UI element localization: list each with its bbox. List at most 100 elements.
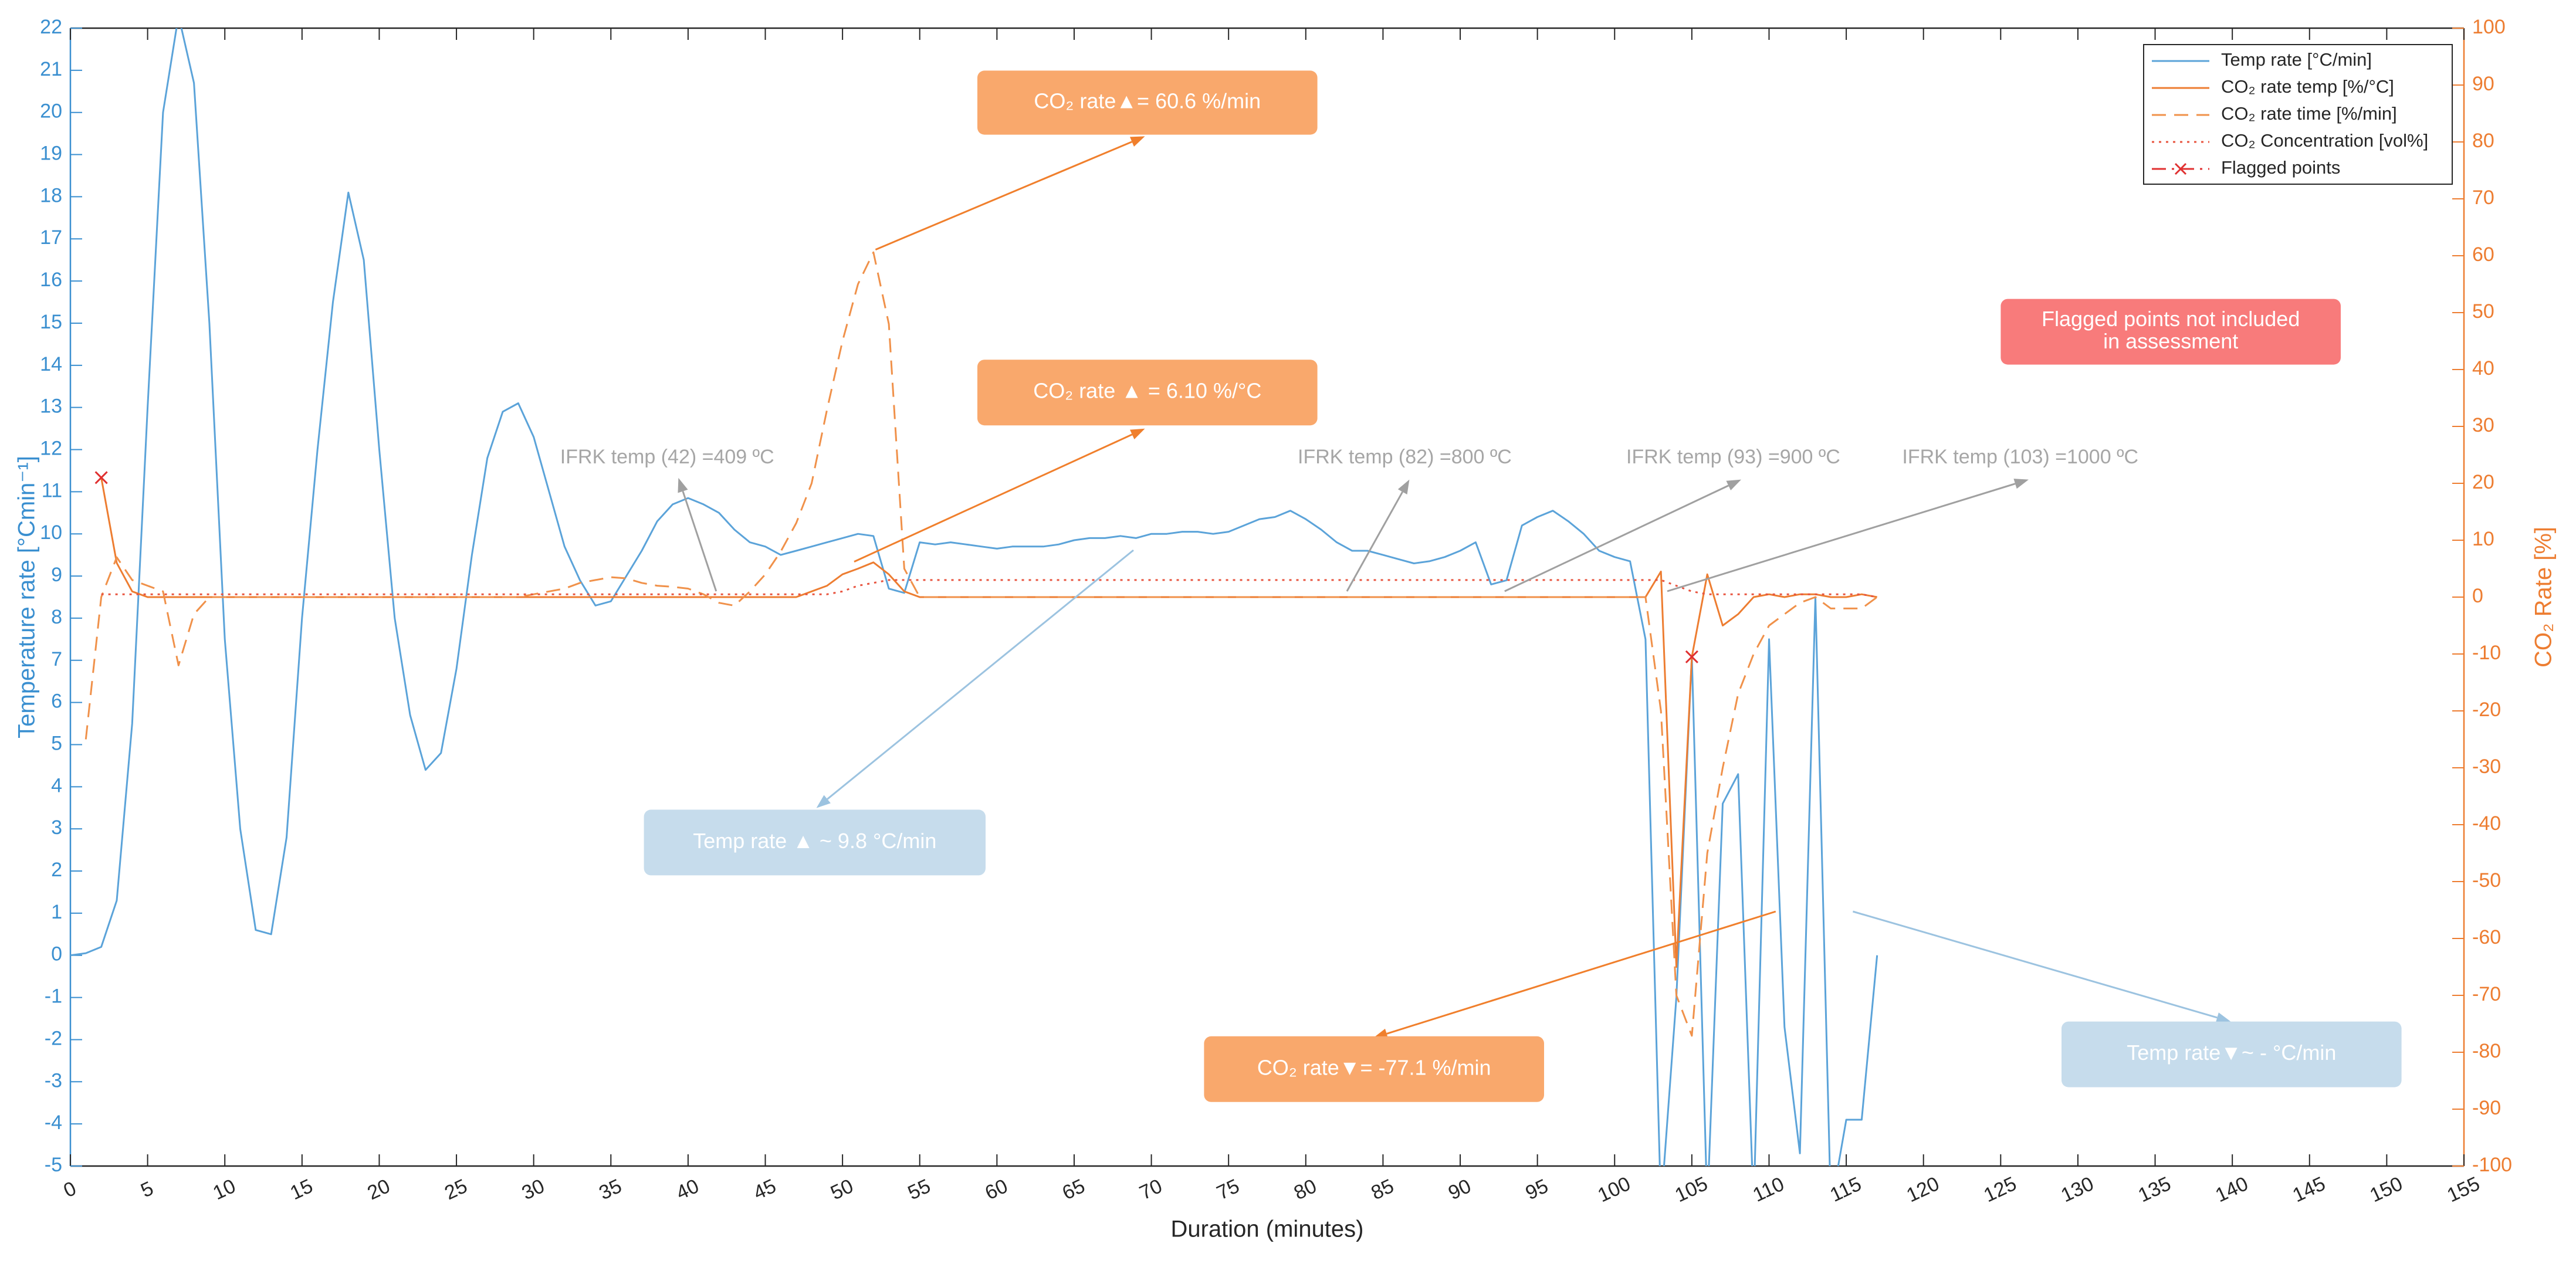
annotation-box bbox=[977, 70, 1318, 135]
annotation-box bbox=[2062, 1021, 2402, 1087]
annotation-text: CO₂ rate▼= -77.1 %/min bbox=[1257, 1055, 1491, 1079]
y-tick-label: -2 bbox=[45, 1027, 62, 1049]
y-tick-label: 16 bbox=[40, 269, 62, 291]
y2-tick-label: 30 bbox=[2472, 414, 2494, 436]
arrow-head bbox=[2013, 479, 2029, 489]
y2-tick-label: -10 bbox=[2472, 642, 2501, 664]
annotation-box bbox=[977, 360, 1318, 426]
y-tick-label: 12 bbox=[40, 438, 62, 460]
arrow-head bbox=[816, 795, 831, 808]
y-tick-label: 13 bbox=[40, 395, 62, 418]
y-tick-label: 19 bbox=[40, 143, 62, 165]
legend-marker bbox=[2174, 162, 2187, 175]
y2-tick-label: -50 bbox=[2472, 869, 2501, 892]
y-tick-label: -4 bbox=[45, 1111, 62, 1134]
y2-tick-label: 50 bbox=[2472, 300, 2494, 323]
annotation-arrow bbox=[1504, 484, 1729, 592]
arrow-head bbox=[1726, 479, 1741, 490]
annotation-arrow bbox=[1346, 491, 1404, 592]
y2-tick-label: -40 bbox=[2472, 812, 2501, 835]
legend-label: CO₂ Concentration [vol%] bbox=[2221, 130, 2428, 151]
y2-tick-label: 20 bbox=[2472, 471, 2494, 493]
y2-tick-label: -30 bbox=[2472, 755, 2501, 778]
y2-tick-label: -20 bbox=[2472, 699, 2501, 721]
annotation-arrow bbox=[1386, 910, 1776, 1035]
annotation-arrow bbox=[1667, 483, 2016, 592]
y-tick-label: 10 bbox=[40, 521, 62, 544]
y-tick-label: 18 bbox=[40, 184, 62, 206]
y-tick-label: 1 bbox=[51, 901, 62, 923]
legend-label: CO₂ rate temp [%/°C] bbox=[2221, 76, 2394, 97]
annotation-arrow bbox=[1852, 910, 2218, 1019]
y2-axis-label: CO₂ Rate [%] bbox=[2531, 527, 2557, 667]
annotation-arrow bbox=[854, 433, 1133, 562]
arrow-head bbox=[1129, 136, 1145, 147]
y-tick-label: 9 bbox=[51, 564, 62, 586]
y2-tick-label: 100 bbox=[2472, 16, 2506, 38]
y2-tick-label: -100 bbox=[2472, 1154, 2512, 1176]
annotation-text: CO₂ rate ▲ = 6.10 %/°C bbox=[1033, 379, 1261, 403]
annotation-arrow bbox=[827, 549, 1134, 800]
y2-tick-label: -70 bbox=[2472, 983, 2501, 1005]
y-tick-label: 22 bbox=[40, 16, 62, 38]
y-tick-label: 20 bbox=[40, 100, 62, 123]
y-tick-label: -3 bbox=[45, 1069, 62, 1092]
annotation-box bbox=[1204, 1036, 1544, 1102]
y2-tick-label: -90 bbox=[2472, 1097, 2501, 1119]
flagged-marker bbox=[94, 471, 108, 484]
y2-tick-label: -80 bbox=[2472, 1040, 2501, 1062]
y-tick-label: -5 bbox=[45, 1154, 62, 1176]
plot-area bbox=[70, 28, 1878, 1166]
y-tick-label: 15 bbox=[40, 311, 62, 333]
y-tick-label: 8 bbox=[51, 606, 62, 628]
legend-box bbox=[2143, 44, 2453, 185]
y-axis-label: Temperature rate [°Cmin⁻¹] bbox=[14, 456, 40, 738]
y-tick-label: 7 bbox=[51, 648, 62, 670]
annotation-arrow bbox=[682, 491, 717, 592]
annotation-arrow bbox=[875, 141, 1133, 250]
y2-tick-label: 10 bbox=[2472, 528, 2494, 550]
series-line bbox=[101, 579, 1877, 598]
series-line bbox=[84, 251, 1878, 1037]
y-tick-label: 2 bbox=[51, 859, 62, 881]
arrow-head bbox=[1397, 479, 1410, 494]
annotation-text: IFRK temp (93) =900 ºC bbox=[1626, 446, 1840, 468]
annotation-text: IFRK temp (42) =409 ºC bbox=[560, 446, 774, 468]
annotation-text: CO₂ rate▲= 60.6 %/min bbox=[1034, 89, 1261, 113]
y2-tick-label: 0 bbox=[2472, 585, 2483, 607]
arrow-head bbox=[678, 477, 688, 493]
arrow-head bbox=[1373, 1028, 1389, 1039]
y2-tick-label: 40 bbox=[2472, 357, 2494, 379]
y-tick-label: 0 bbox=[51, 943, 62, 965]
y2-tick-label: 90 bbox=[2472, 73, 2494, 95]
annotation-text: Temp rate▼~ - °C/min bbox=[2127, 1041, 2336, 1065]
annotation-box bbox=[644, 809, 986, 876]
y-tick-label: 14 bbox=[40, 353, 62, 375]
y-tick-label: 21 bbox=[40, 58, 62, 80]
y-tick-label: 6 bbox=[51, 690, 62, 713]
y2-tick-label: 70 bbox=[2472, 187, 2494, 209]
y-tick-label: 17 bbox=[40, 226, 62, 249]
y-tick-label: 3 bbox=[51, 816, 62, 839]
y2-tick-label: 80 bbox=[2472, 130, 2494, 152]
y2-tick-label: 60 bbox=[2472, 243, 2494, 266]
y-tick-label: 11 bbox=[42, 479, 62, 501]
annotation-text: in assessment bbox=[2103, 329, 2238, 353]
annotation-text: Temp rate ▲ ~ 9.8 °C/min bbox=[693, 829, 936, 853]
arrow-head bbox=[2215, 1012, 2231, 1023]
y2-tick-label: -60 bbox=[2472, 926, 2501, 948]
flagged-marker bbox=[1685, 650, 1698, 663]
legend: Temp rate [°C/min] CO₂ rate temp [%/°C] CO… bbox=[2143, 44, 2453, 185]
annotation-text: Flagged points not included bbox=[2042, 307, 2300, 331]
annotation-text: IFRK temp (103) =1000 ºC bbox=[1902, 446, 2138, 468]
x-axis-label: Duration (minutes) bbox=[1170, 1216, 1363, 1242]
series-line bbox=[70, 28, 1878, 1166]
legend-label: CO₂ rate time [%/min] bbox=[2221, 103, 2397, 124]
annotation-text: IFRK temp (82) =800 ºC bbox=[1298, 446, 1512, 468]
arrow-head bbox=[1130, 428, 1145, 439]
y-tick-label: -1 bbox=[45, 985, 62, 1008]
legend-label: Flagged points bbox=[2221, 157, 2340, 178]
y-tick-label: 5 bbox=[51, 732, 62, 754]
legend-label: Temp rate [°C/min] bbox=[2221, 49, 2372, 70]
